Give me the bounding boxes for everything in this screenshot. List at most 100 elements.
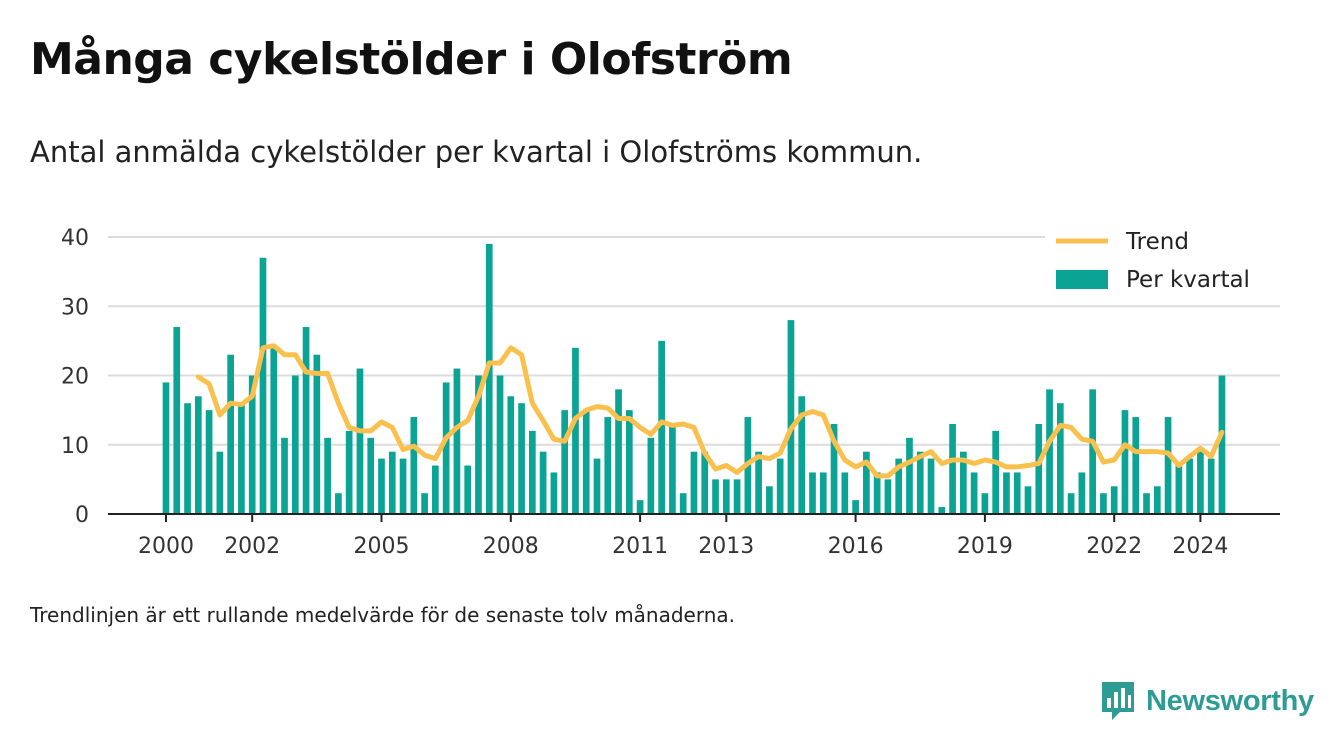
bar xyxy=(1100,493,1107,514)
x-tick-label: 2002 xyxy=(224,534,280,559)
bar xyxy=(356,368,364,514)
y-tick-label: 0 xyxy=(75,503,89,528)
bar xyxy=(561,410,569,515)
bar xyxy=(453,368,461,514)
bar xyxy=(1153,486,1161,514)
bar xyxy=(259,257,267,514)
x-tick-label: 2005 xyxy=(354,534,410,559)
bar xyxy=(1186,458,1193,514)
bar xyxy=(604,417,612,514)
x-tick-label: 2013 xyxy=(698,534,754,559)
bar xyxy=(442,382,450,514)
bar xyxy=(313,354,321,514)
bar xyxy=(733,479,741,515)
bar xyxy=(1207,458,1215,514)
y-tick-label: 20 xyxy=(61,365,89,390)
bar xyxy=(227,354,234,514)
bar xyxy=(216,451,224,514)
bar xyxy=(927,458,935,514)
bar xyxy=(852,500,859,514)
legend: Trend Per kvartal xyxy=(1045,225,1280,305)
bar xyxy=(1024,486,1032,514)
bar xyxy=(378,458,385,514)
bar xyxy=(518,403,525,514)
footnote: Trendlinjen är ett rullande medelvärde f… xyxy=(30,603,736,627)
bar xyxy=(432,465,439,514)
bar xyxy=(960,451,967,514)
bar xyxy=(184,403,191,514)
bar xyxy=(938,507,946,514)
bar xyxy=(1067,493,1075,514)
x-tick-label: 2011 xyxy=(612,534,668,559)
x-tick-label: 2019 xyxy=(957,534,1013,559)
bar xyxy=(539,451,547,514)
legend-bars-label: Per kvartal xyxy=(1126,267,1250,293)
x-tick-label: 2022 xyxy=(1086,534,1142,559)
bar xyxy=(1013,472,1021,514)
bar xyxy=(776,458,784,514)
bar xyxy=(636,500,644,514)
bar xyxy=(712,479,719,515)
bar xyxy=(830,423,838,514)
legend-trend-label: Trend xyxy=(1125,229,1189,255)
chart-subtitle: Antal anmälda cykelstölder per kvartal i… xyxy=(30,135,923,169)
bar xyxy=(335,493,342,514)
bar xyxy=(895,458,903,514)
x-tick-label: 2024 xyxy=(1172,534,1228,559)
bar xyxy=(615,389,622,514)
bar xyxy=(270,347,278,514)
bar xyxy=(755,451,762,514)
bar xyxy=(906,437,913,514)
bar xyxy=(992,430,1000,514)
bar xyxy=(863,451,870,514)
bar xyxy=(798,396,806,514)
brand-name: Newsworthy xyxy=(1146,684,1314,717)
x-tick-label: 2000 xyxy=(138,534,194,559)
bar xyxy=(1003,472,1010,514)
bar xyxy=(1143,493,1150,514)
bar xyxy=(324,437,331,514)
y-tick-label: 40 xyxy=(61,226,89,251)
bar xyxy=(981,493,989,514)
bar xyxy=(970,472,978,514)
bar xyxy=(238,403,245,514)
bar xyxy=(884,479,892,515)
bar xyxy=(1035,423,1043,514)
bar xyxy=(507,396,515,514)
bar xyxy=(410,417,418,514)
bar xyxy=(475,375,482,514)
bar xyxy=(1197,451,1204,514)
bar xyxy=(1110,486,1118,514)
bar xyxy=(1056,403,1064,514)
bar xyxy=(464,465,472,514)
bar xyxy=(787,320,795,514)
bar xyxy=(550,472,558,514)
bar xyxy=(819,472,827,514)
x-tick-label: 2016 xyxy=(828,534,884,559)
bar xyxy=(658,340,665,515)
bar xyxy=(367,437,375,514)
x-tick-label: 2008 xyxy=(483,534,539,559)
bar xyxy=(572,347,579,514)
legend-background xyxy=(1045,225,1280,305)
trend-line xyxy=(195,343,1225,479)
bar xyxy=(625,410,633,515)
bar xyxy=(388,451,396,514)
bar xyxy=(669,423,676,514)
bar xyxy=(162,382,170,514)
chart-title: Många cykelstölder i Olofström xyxy=(30,34,793,85)
bar xyxy=(1132,417,1140,514)
bar xyxy=(701,451,709,514)
bar xyxy=(205,410,213,515)
bar xyxy=(1121,410,1129,515)
bar xyxy=(281,437,288,514)
bar xyxy=(1175,465,1183,514)
bar xyxy=(302,327,310,514)
bar xyxy=(345,430,353,514)
bar xyxy=(841,472,849,514)
bar xyxy=(1078,472,1086,514)
bar xyxy=(690,451,698,514)
bar xyxy=(399,458,407,514)
bar xyxy=(485,243,493,514)
bar xyxy=(529,430,536,514)
